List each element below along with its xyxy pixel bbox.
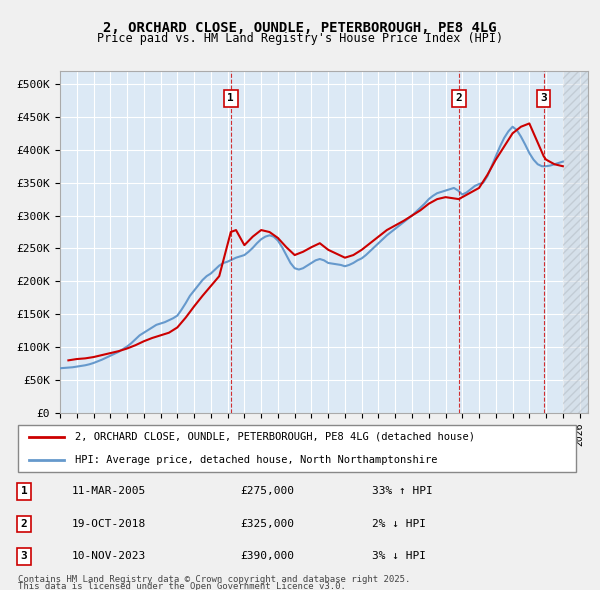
Text: 3: 3 — [20, 552, 28, 561]
Text: 10-NOV-2023: 10-NOV-2023 — [72, 552, 146, 561]
Text: 11-MAR-2005: 11-MAR-2005 — [72, 487, 146, 496]
Text: HPI: Average price, detached house, North Northamptonshire: HPI: Average price, detached house, Nort… — [76, 455, 438, 465]
Text: 2: 2 — [455, 93, 463, 103]
Text: 2, ORCHARD CLOSE, OUNDLE, PETERBOROUGH, PE8 4LG: 2, ORCHARD CLOSE, OUNDLE, PETERBOROUGH, … — [103, 21, 497, 35]
Text: 19-OCT-2018: 19-OCT-2018 — [72, 519, 146, 529]
Text: 1: 1 — [227, 93, 234, 103]
Text: Contains HM Land Registry data © Crown copyright and database right 2025.: Contains HM Land Registry data © Crown c… — [18, 575, 410, 584]
Text: Price paid vs. HM Land Registry's House Price Index (HPI): Price paid vs. HM Land Registry's House … — [97, 32, 503, 45]
Text: £275,000: £275,000 — [240, 487, 294, 496]
Text: 33% ↑ HPI: 33% ↑ HPI — [372, 487, 433, 496]
Text: 3: 3 — [541, 93, 547, 103]
Bar — [563, 71, 588, 413]
Text: £325,000: £325,000 — [240, 519, 294, 529]
Text: 3% ↓ HPI: 3% ↓ HPI — [372, 552, 426, 561]
Text: 2, ORCHARD CLOSE, OUNDLE, PETERBOROUGH, PE8 4LG (detached house): 2, ORCHARD CLOSE, OUNDLE, PETERBOROUGH, … — [76, 432, 475, 442]
Text: 2: 2 — [20, 519, 28, 529]
Text: This data is licensed under the Open Government Licence v3.0.: This data is licensed under the Open Gov… — [18, 582, 346, 590]
Text: 1: 1 — [20, 487, 28, 496]
Text: 2% ↓ HPI: 2% ↓ HPI — [372, 519, 426, 529]
FancyBboxPatch shape — [18, 425, 577, 472]
Text: £390,000: £390,000 — [240, 552, 294, 561]
